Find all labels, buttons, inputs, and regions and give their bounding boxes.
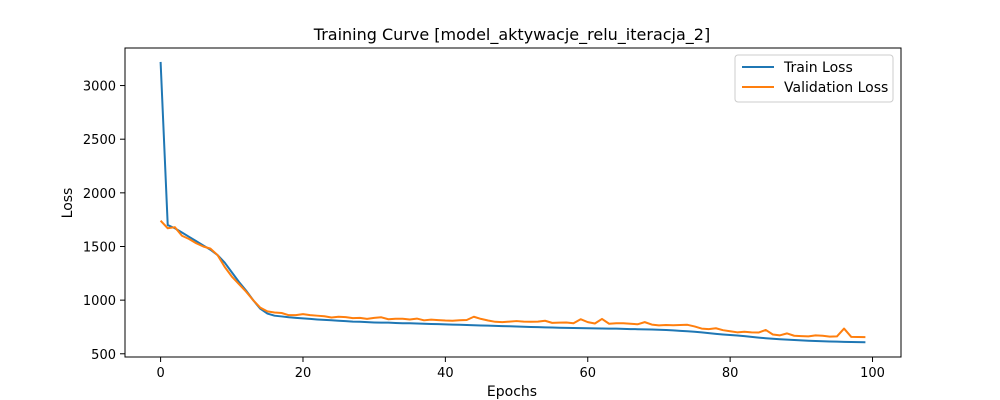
y-axis: 500 1000 1500 2000 2500 3000 [83, 80, 125, 363]
legend-label-validation-loss: Validation Loss [784, 80, 888, 96]
legend: Train Loss Validation Loss [734, 54, 894, 103]
y-tick-label: 2500 [83, 133, 116, 148]
x-tick-label: 100 [860, 366, 885, 381]
y-tick-label: 1000 [83, 294, 116, 309]
y-tick-label: 1500 [83, 240, 116, 255]
y-tick-label: 3000 [83, 80, 116, 95]
x-tick-label: 60 [579, 366, 596, 381]
chart-title: Training Curve [model_aktywacje_relu_ite… [313, 25, 710, 45]
x-tick-label: 0 [156, 366, 164, 381]
series-layer [159, 61, 866, 344]
series-line-train-loss [159, 61, 866, 344]
x-tick-label: 80 [722, 366, 739, 381]
x-axis: 0 20 40 60 80 100 [156, 357, 885, 381]
y-axis-label: Loss [60, 188, 76, 219]
legend-label-train-loss: Train Loss [783, 60, 853, 76]
x-axis-label: Epochs [487, 384, 537, 400]
x-tick-label: 20 [295, 366, 312, 381]
plot-frame [124, 47, 902, 358]
y-tick-label: 500 [91, 348, 116, 363]
y-tick-label: 2000 [83, 187, 116, 202]
x-tick-label: 40 [437, 366, 454, 381]
legend-box [734, 54, 894, 103]
series-line-validation-loss [159, 220, 866, 339]
